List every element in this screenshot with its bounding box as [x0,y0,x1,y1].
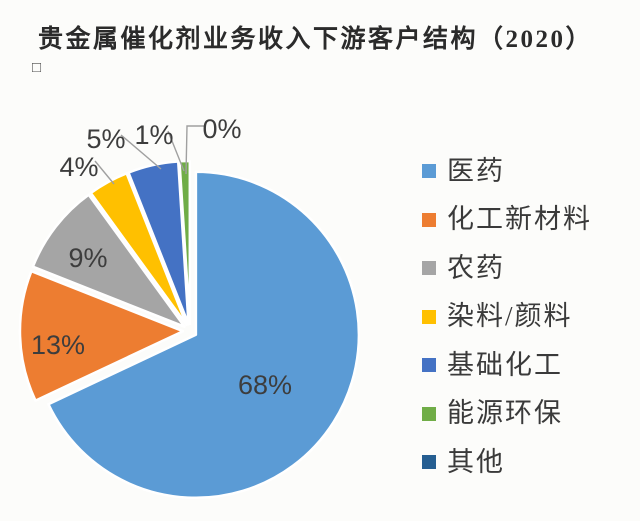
pie-slice-2 [31,193,186,328]
pie-label-0: 68% [238,370,292,400]
pie-percent-labels: 68% 13% 9% 4%5% 1% 0% [31,114,292,400]
legend-swatch-icon [422,358,436,373]
legend-swatch-icon [422,406,436,421]
leader-line-5 [167,130,185,172]
legend-item-pesticide: 农药 [422,244,592,293]
pie-slice-3 [89,172,188,327]
stray-box-glyph: □ [32,60,42,76]
legend-swatch-icon [422,261,436,276]
legend-item-dyes-pigments: 染料/颜料 [422,293,592,342]
leader-line-3 [94,160,115,185]
legend-swatch-icon [422,212,436,227]
legend-swatch-icon [422,455,436,470]
legend-label: 染料/颜料 [447,301,573,332]
pie-slice-1 [18,269,185,402]
pie-label-4: 5% [86,124,125,154]
legend-label: 其他 [447,446,505,477]
pie-slice-0 [47,170,361,499]
legend-label: 医药 [447,155,505,186]
legend-label: 农药 [447,252,505,283]
legend-item-basic-chemicals: 基础化工 [422,341,592,390]
legend-swatch-icon [422,164,436,179]
pie-label-2: 9% [68,243,107,273]
legend-label: 能源环保 [447,398,563,429]
chart-title: 贵金属催化剂业务收入下游客户结构（2020） [38,26,594,53]
legend-label: 化工新材料 [447,204,592,235]
pie-slices [18,159,361,499]
pie-label-6: 0% [202,114,241,144]
legend-swatch-icon [422,309,436,324]
pie-slice-4 [127,160,190,326]
legend-item-pharma: 医药 [422,147,592,196]
pie-label-1: 13% [31,330,85,360]
legend-item-others: 其他 [422,438,592,487]
legend: 医药 化工新材料 农药 染料/颜料 基础化工 能源环保 其他 [422,147,592,487]
legend-item-new-chem-materials: 化工新材料 [422,196,592,245]
leader-line-6 [185,125,206,175]
pie-leader-lines [94,125,206,185]
pie-label-5: 1% [134,120,173,150]
leader-line-4 [120,134,162,170]
legend-label: 基础化工 [447,349,563,380]
legend-item-energy-environment: 能源环保 [422,390,592,439]
pie-label-3: 4% [59,152,98,182]
